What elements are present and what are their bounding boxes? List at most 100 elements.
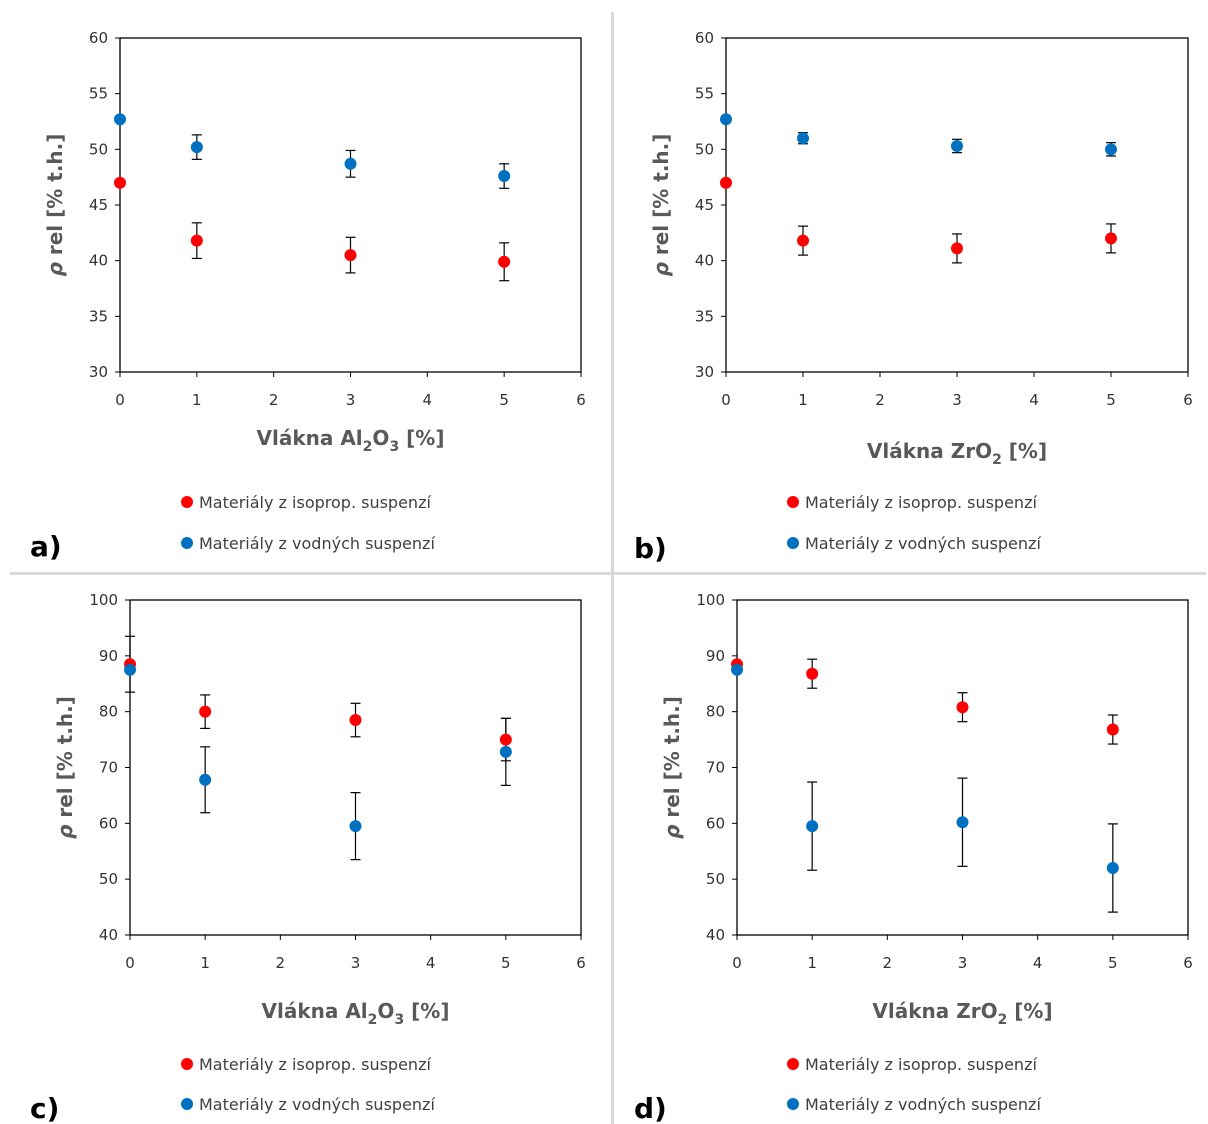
x-tick-label: 6 [1183, 391, 1193, 409]
y-tick-label: 45 [695, 196, 714, 214]
data-point-vodne [956, 816, 969, 829]
x-axis-label: Vlákna Al2O3 [%] [262, 999, 450, 1028]
x-tick-label: 2 [276, 954, 286, 972]
legend-label: Materiály z vodných suspenzí [805, 534, 1041, 553]
x-tick-label: 3 [346, 391, 356, 409]
data-point-isoprop [199, 705, 212, 718]
data-point-isoprop [720, 176, 732, 189]
x-tick-label: 0 [732, 954, 742, 972]
y-tick-label: 40 [695, 252, 714, 270]
x-tick-label: 3 [958, 954, 968, 972]
plot-frame [736, 599, 1189, 936]
x-tick-label: 3 [952, 391, 962, 409]
plot-frame [129, 599, 582, 936]
y-tick-label: 50 [89, 140, 108, 158]
y-tick-label: 40 [706, 926, 725, 944]
y-tick-label: 60 [89, 29, 108, 47]
data-point-vodne [499, 745, 512, 758]
plot-frame [119, 37, 582, 373]
legend-label: Materiály z vodných suspenzí [199, 534, 435, 553]
x-tick-label: 4 [423, 391, 433, 409]
legend-marker [787, 537, 799, 549]
y-tick-label: 100 [696, 591, 725, 609]
x-tick-label: 6 [576, 391, 586, 409]
y-axis-label: ρ rel [% t.h.] [53, 696, 77, 839]
data-point-vodne [797, 132, 809, 145]
legend-label: Materiály z isoprop. suspenzí [805, 1055, 1037, 1074]
x-tick-label: 6 [576, 954, 586, 972]
y-tick-label: 30 [89, 363, 108, 381]
y-tick-label: 40 [99, 926, 118, 944]
legend-marker [181, 537, 193, 549]
chart-panel-d: 40 50 60 70 80 90 100 0 1 2 3 4 5 6 Vlákna ZrO2 [%] ρ r… [634, 591, 1193, 1124]
legend-marker [181, 1098, 193, 1110]
x-tick-label: 1 [200, 954, 210, 972]
data-point-vodne [190, 141, 203, 154]
y-tick-label: 60 [99, 814, 118, 832]
x-tick-label: 2 [269, 391, 279, 409]
legend-marker [181, 1058, 193, 1070]
y-axis-label: ρ rel [% t.h.] [660, 696, 684, 839]
x-axis-label: Vlákna ZrO2 [%] [872, 999, 1052, 1028]
x-tick-label: 0 [125, 954, 135, 972]
data-point-isoprop [797, 234, 809, 247]
y-axis-label: ρ rel [% t.h.] [43, 134, 67, 277]
data-point-isoprop [951, 242, 963, 255]
y-tick-label: 60 [695, 29, 714, 47]
y-tick-label: 50 [695, 140, 714, 158]
panel-divider-vertical [611, 12, 614, 1124]
panel-label: b) [634, 532, 667, 565]
chart-panel-c: 40 50 60 70 80 90 100 0 1 2 3 4 5 6 Vlákna Al2O3 [%] ρ … [30, 591, 586, 1124]
y-tick-label: 90 [706, 647, 725, 665]
data-point-vodne [731, 663, 743, 676]
x-tick-label: 1 [192, 391, 202, 409]
y-tick-label: 35 [695, 307, 714, 325]
panel-label: d) [634, 1092, 667, 1124]
x-tick-label: 0 [721, 391, 731, 409]
legend-label: Materiály z isoprop. suspenzí [199, 1055, 431, 1074]
y-tick-label: 45 [89, 196, 108, 214]
panel-label: c) [30, 1092, 59, 1124]
x-tick-label: 3 [351, 954, 361, 972]
data-point-isoprop [806, 667, 819, 680]
x-tick-label: 5 [501, 954, 511, 972]
data-point-isoprop [499, 733, 512, 746]
y-tick-label: 50 [706, 870, 725, 888]
panel-divider-horizontal [10, 572, 1206, 575]
data-point-vodne [951, 139, 963, 152]
x-tick-label: 4 [1029, 391, 1039, 409]
data-point-isoprop [1105, 232, 1117, 245]
y-tick-label: 100 [89, 591, 118, 609]
y-tick-label: 50 [99, 870, 118, 888]
y-tick-label: 60 [706, 814, 725, 832]
x-tick-label: 4 [426, 954, 436, 972]
x-tick-label: 5 [499, 391, 509, 409]
legend-label: Materiály z vodných suspenzí [199, 1095, 435, 1114]
x-tick-label: 5 [1106, 391, 1116, 409]
x-tick-label: 1 [798, 391, 808, 409]
data-point-isoprop [344, 249, 357, 262]
x-axis-label: Vlákna ZrO2 [%] [867, 439, 1047, 468]
x-tick-label: 4 [1033, 954, 1043, 972]
legend-marker [787, 1098, 799, 1110]
y-tick-label: 70 [706, 759, 725, 777]
data-point-isoprop [349, 714, 362, 727]
x-axis-label: Vlákna Al2O3 [%] [257, 426, 445, 455]
legend-marker [787, 496, 799, 508]
data-point-isoprop [498, 255, 511, 268]
y-tick-label: 55 [89, 85, 108, 103]
data-point-vodne [114, 113, 126, 126]
y-axis-label: ρ rel [% t.h.] [649, 134, 673, 277]
data-point-vodne [1105, 143, 1117, 156]
legend-marker [787, 1058, 799, 1070]
data-point-vodne [124, 663, 136, 676]
x-tick-label: 0 [115, 391, 125, 409]
x-tick-label: 6 [1183, 954, 1193, 972]
y-tick-label: 90 [99, 647, 118, 665]
data-point-vodne [498, 170, 511, 183]
data-point-isoprop [956, 701, 969, 714]
y-tick-label: 80 [99, 703, 118, 721]
legend-marker [181, 496, 193, 508]
x-tick-label: 2 [883, 954, 893, 972]
